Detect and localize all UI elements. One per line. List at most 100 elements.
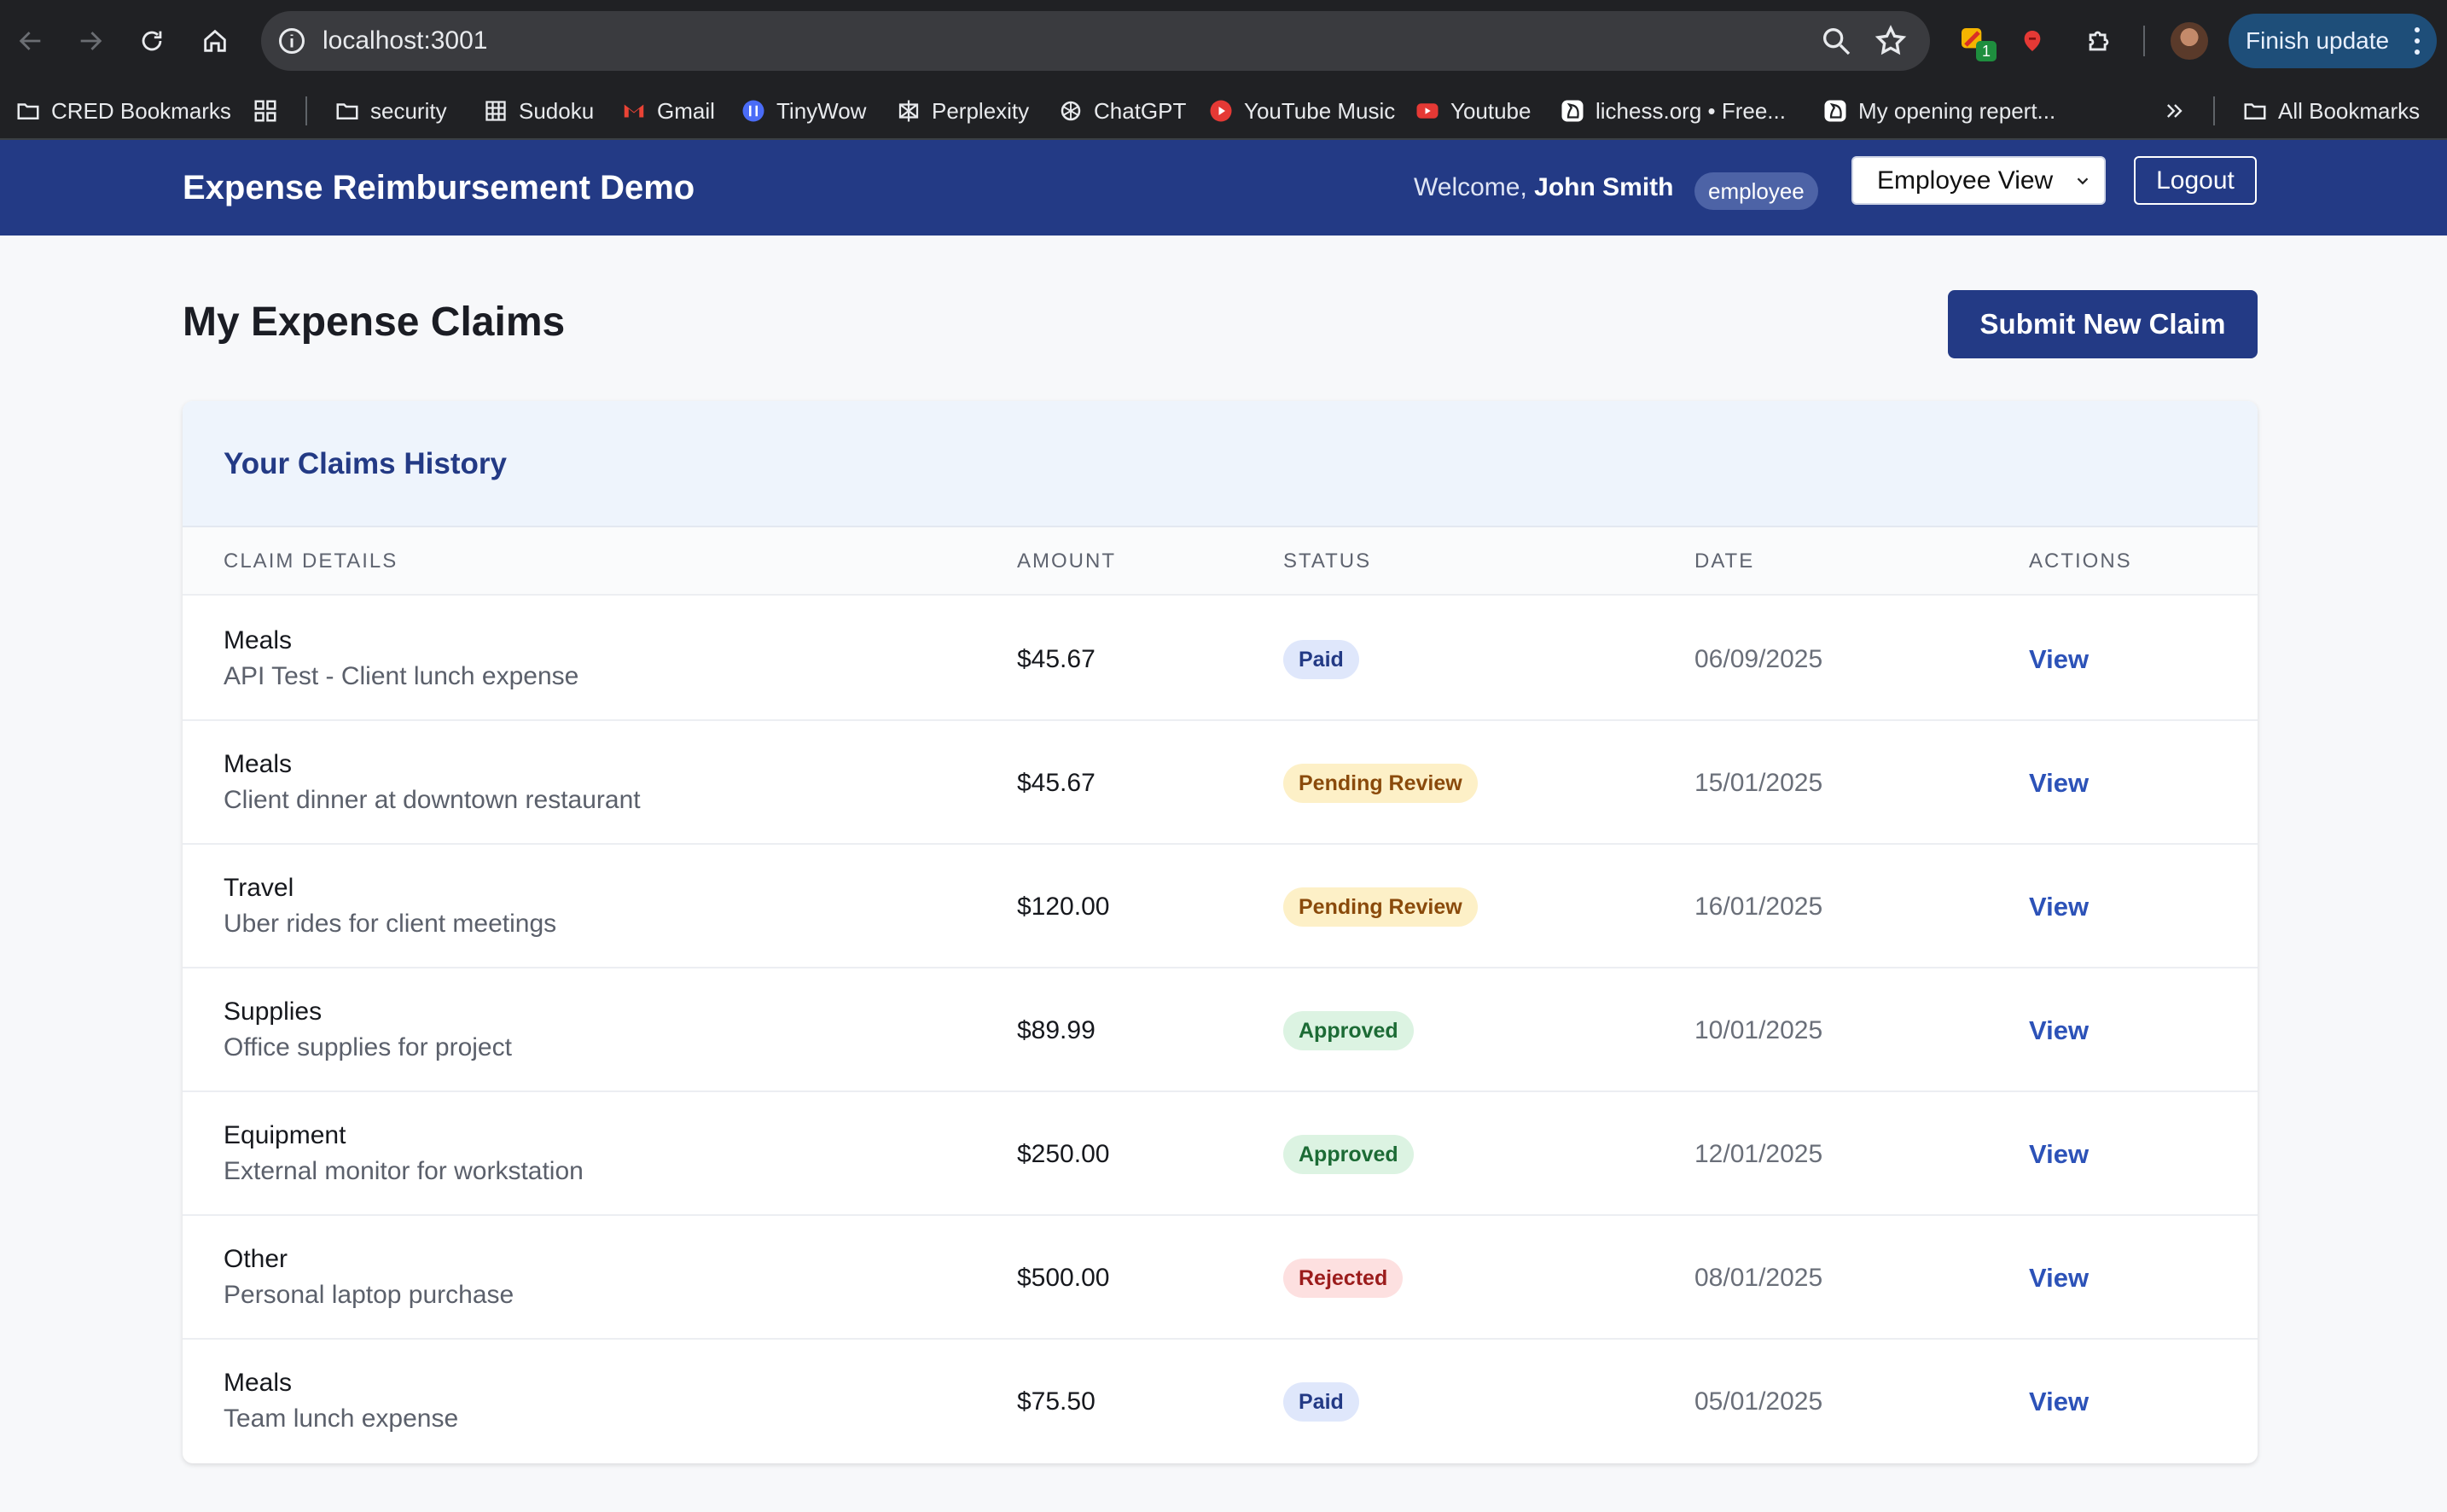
- claim-date: 12/01/2025: [1694, 1140, 1823, 1168]
- claims-card: Your Claims History Claim Details Amount…: [183, 401, 2258, 1463]
- claim-category: Meals: [224, 1369, 293, 1397]
- bookmark-label: CRED Bookmarks: [51, 97, 231, 124]
- bookmark-star-icon[interactable]: [1874, 24, 1908, 58]
- bookmark-label: Sudoku: [519, 97, 595, 124]
- back-arrow-icon: [19, 32, 41, 50]
- lichess-icon: [1822, 98, 1848, 124]
- bookmark-item[interactable]: security: [334, 82, 447, 140]
- status-badge: Approved: [1283, 1135, 1414, 1174]
- bookmark-item[interactable]: Youtube: [1415, 82, 1531, 140]
- column-header-claim-details: Claim Details: [224, 550, 398, 573]
- back-button[interactable]: [9, 19, 53, 63]
- youtube-music-icon: [1208, 98, 1234, 124]
- bookmark-folder-icon: [15, 98, 41, 124]
- claim-description: Client dinner at downtown restaurant: [224, 786, 641, 814]
- chatgpt-icon: [1058, 98, 1084, 124]
- folder-icon: [2242, 98, 2268, 124]
- home-button[interactable]: [193, 19, 237, 63]
- claims-section-title: Your Claims History: [224, 447, 507, 480]
- app-title: Expense Reimbursement Demo: [183, 169, 695, 206]
- bookmark-label: lichess.org • Free...: [1595, 97, 1786, 124]
- table-row: Meals Client dinner at downtown restaura…: [183, 721, 2258, 845]
- table-row: Supplies Office supplies for project $89…: [183, 968, 2258, 1092]
- view-claim-link[interactable]: View: [2029, 1263, 2090, 1293]
- claim-amount: $75.50: [1017, 1387, 1096, 1416]
- zoom-icon[interactable]: [1819, 24, 1853, 58]
- bookmark-item[interactable]: ChatGPT: [1058, 82, 1186, 140]
- view-claim-link[interactable]: View: [2029, 892, 2090, 922]
- submit-new-claim-button[interactable]: Submit New Claim: [1948, 290, 2258, 358]
- welcome-prefix: Welcome,: [1414, 173, 1527, 201]
- view-select[interactable]: Employee View: [1851, 156, 2106, 205]
- claim-amount: $120.00: [1017, 893, 1110, 921]
- perplexity-icon: [896, 98, 921, 124]
- claim-category: Other: [224, 1245, 288, 1273]
- bookmark-divider: [2213, 96, 2215, 125]
- reload-button[interactable]: [130, 19, 174, 63]
- status-badge: Paid: [1283, 640, 1359, 679]
- column-header-actions: Actions: [2029, 550, 2132, 573]
- bookmark-item[interactable]: YouTube Music: [1208, 82, 1395, 140]
- extension-pencil-button[interactable]: 1: [1954, 20, 1997, 61]
- all-bookmarks-label: All Bookmarks: [2278, 97, 2421, 124]
- red-extension-icon: [2024, 31, 2041, 51]
- status-badge: Paid: [1283, 1382, 1359, 1422]
- claim-date: 06/09/2025: [1694, 645, 1823, 673]
- address-bar[interactable]: localhost:3001: [261, 11, 1930, 71]
- bookmark-item[interactable]: CRED Bookmarks: [15, 82, 231, 140]
- bookmark-item[interactable]: lichess.org • Free...: [1560, 82, 1786, 140]
- claim-amount: $500.00: [1017, 1264, 1110, 1292]
- logout-button[interactable]: Logout: [2134, 156, 2257, 205]
- bookmark-item[interactable]: TinyWow: [741, 82, 866, 140]
- column-header-amount: Amount: [1017, 550, 1116, 573]
- bookmark-item[interactable]: Perplexity: [896, 82, 1029, 140]
- table-row: Equipment External monitor for workstati…: [183, 1092, 2258, 1216]
- toolbar-divider: [2143, 26, 2145, 56]
- column-header-date: Date: [1694, 550, 1755, 573]
- extensions-button[interactable]: [2078, 20, 2119, 61]
- forward-button[interactable]: [68, 19, 113, 63]
- claim-amount: $250.00: [1017, 1140, 1110, 1168]
- claim-description: External monitor for workstation: [224, 1157, 584, 1185]
- view-claim-link[interactable]: View: [2029, 768, 2090, 798]
- bookmark-item[interactable]: Gmail: [621, 82, 715, 140]
- apps-grid-icon: [253, 98, 278, 124]
- lichess-icon: [1560, 98, 1585, 124]
- page-title: My Expense Claims: [183, 299, 566, 345]
- view-claim-link[interactable]: View: [2029, 644, 2090, 674]
- view-claim-link[interactable]: View: [2029, 1387, 2090, 1416]
- site-info-icon[interactable]: [276, 26, 307, 56]
- url-text[interactable]: localhost:3001: [323, 26, 488, 55]
- claim-date: 16/01/2025: [1694, 893, 1823, 921]
- apps-button[interactable]: [253, 82, 288, 140]
- bookmark-item[interactable]: My opening repert...: [1822, 82, 2055, 140]
- claim-date: 05/01/2025: [1694, 1387, 1823, 1416]
- sudoku-icon: [483, 98, 509, 124]
- reload-icon: [142, 31, 162, 51]
- claims-table-body: Meals API Test - Client lunch expense $4…: [183, 597, 2258, 1463]
- table-row: Meals API Test - Client lunch expense $4…: [183, 597, 2258, 721]
- claims-card-header: Your Claims History: [183, 401, 2258, 527]
- bookmark-label: Perplexity: [932, 97, 1030, 124]
- status-badge: Approved: [1283, 1011, 1414, 1050]
- view-claim-link[interactable]: View: [2029, 1139, 2090, 1169]
- role-badge: employee: [1694, 172, 1818, 210]
- more-bookmarks-button[interactable]: [2162, 82, 2198, 140]
- bookmark-item[interactable]: Sudoku: [483, 82, 594, 140]
- extension-badge: 1: [1976, 41, 1997, 61]
- claim-amount: $45.67: [1017, 769, 1096, 797]
- finish-update-button[interactable]: Finish update: [2229, 14, 2437, 68]
- claim-amount: $89.99: [1017, 1016, 1096, 1044]
- all-bookmarks-button[interactable]: All Bookmarks: [2242, 82, 2420, 140]
- kebab-menu-icon: [2415, 27, 2421, 55]
- puzzle-icon: [2089, 31, 2109, 51]
- view-claim-link[interactable]: View: [2029, 1015, 2090, 1045]
- claim-category: Meals: [224, 750, 293, 778]
- status-badge: Rejected: [1283, 1259, 1404, 1298]
- chevron-down-icon: [2077, 177, 2089, 185]
- bookmark-label: Gmail: [657, 97, 715, 124]
- extension-red-button[interactable]: [2012, 20, 2053, 61]
- profile-avatar[interactable]: [2171, 22, 2208, 60]
- user-name: John Smith: [1534, 173, 1674, 201]
- bookmarks-bar: CRED Bookmarks security Sudoku Gmail Tin…: [0, 82, 2447, 140]
